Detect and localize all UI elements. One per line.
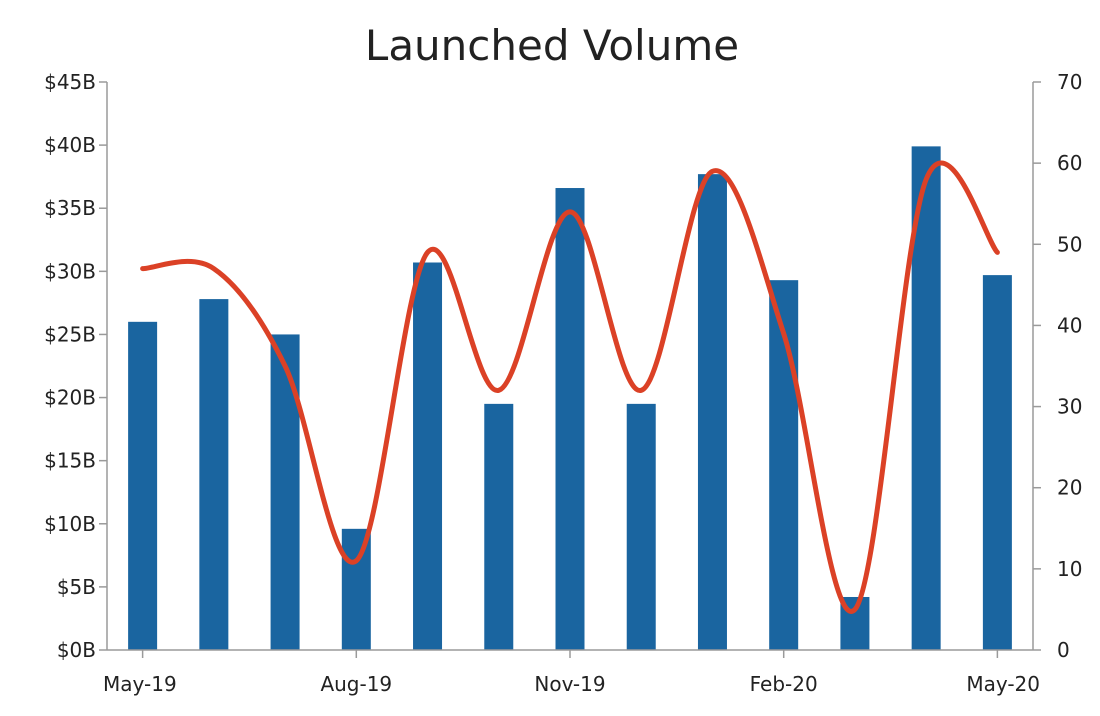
bar-may-19 [128,321,158,650]
x-tick-label: May-19 [103,672,177,696]
left-tick-label: $35B [44,196,96,220]
right-tick-label: 30 [1057,395,1082,419]
chart-title: Launched Volume [365,21,739,70]
line-series [140,160,1000,614]
right-y-ticks: 0 10 20 30 40 50 60 70 [1033,70,1082,662]
left-tick-label: $40B [44,133,96,157]
left-tick-label: $10B [44,512,96,536]
bar-sep-19 [413,262,443,650]
bar-aug-19 [341,528,371,650]
x-tick-label: Feb-20 [750,672,818,696]
right-tick-label: 60 [1057,151,1082,175]
line-path [140,160,1000,614]
x-tick-label: May-20 [966,672,1040,696]
right-tick-label: 50 [1057,232,1082,256]
bar-jul-19 [270,334,300,650]
right-tick-label: 0 [1057,638,1070,662]
right-tick-label: 40 [1057,313,1082,337]
right-tick-label: 20 [1057,476,1082,500]
bar-series [128,146,1012,650]
left-tick-label: $45B [44,70,96,94]
left-tick-label: $0B [57,638,96,662]
bar-nov-19 [555,188,585,650]
bar-jun-19 [199,299,229,650]
left-y-ticks: $0B $5B $10B $15B $20B $25B $30B $35B $40B $45B [44,70,107,662]
bar-dec-19 [626,403,656,650]
x-tick-label: Aug-19 [320,672,392,696]
right-tick-label: 10 [1057,557,1082,581]
left-tick-label: $30B [44,259,96,283]
bar-oct-19 [484,403,514,650]
bar-jan-20 [697,174,727,650]
x-ticks: May-19 Aug-19 Nov-19 Feb-20 May-20 [103,650,1040,696]
left-tick-label: $25B [44,322,96,346]
left-tick-label: $20B [44,386,96,410]
right-tick-label: 70 [1057,70,1082,94]
bar-may-20 [982,275,1012,650]
left-tick-label: $5B [57,575,96,599]
left-tick-label: $15B [44,449,96,473]
x-tick-label: Nov-19 [534,672,605,696]
